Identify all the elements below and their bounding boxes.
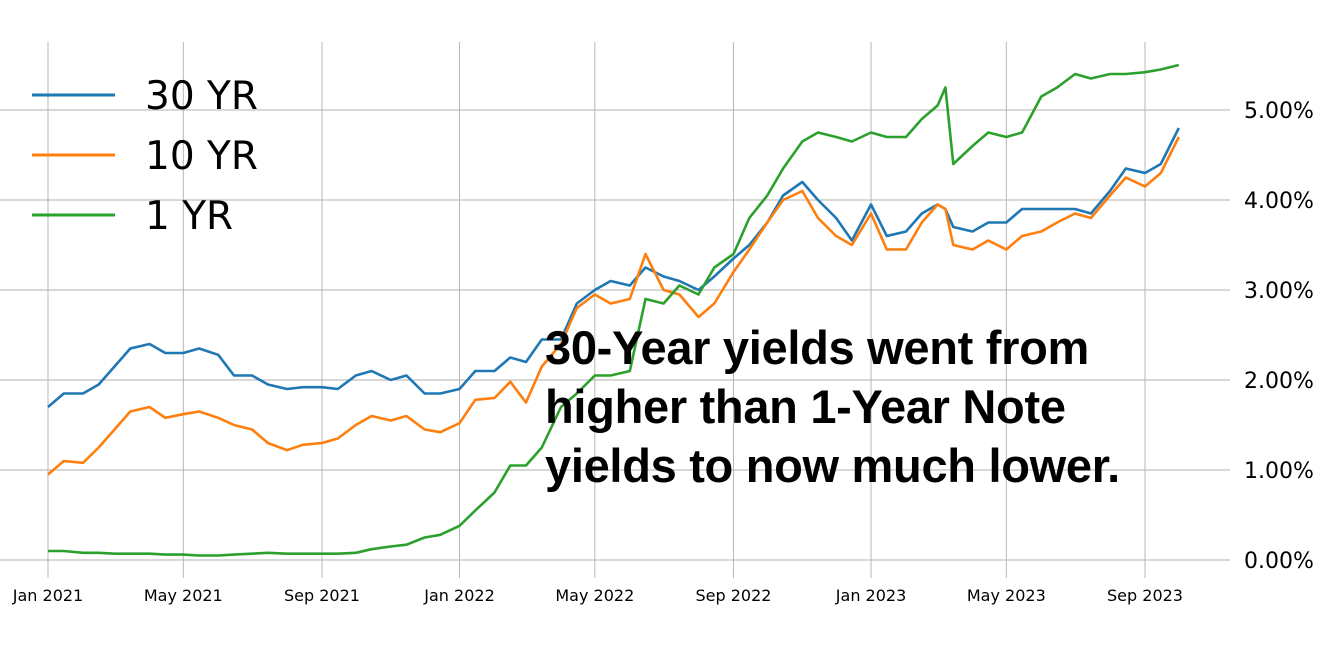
series-line-10-yr [47,136,1180,476]
series-line-1-yr [48,63,1180,557]
annotation-text: 30-Year yields went from higher than 1-Ye… [545,318,1120,495]
y-tick-label: 3.00% [1244,279,1314,304]
x-tick-label: Sep 2021 [284,586,360,605]
annotation-line-3: yields to now much lower. [545,439,1120,492]
x-tick-label: Jan 2023 [835,586,906,605]
legend-label: 30 YR [145,74,258,119]
legend: 30 YR 10 YR 1 YR [32,74,258,239]
x-tick-label: Jan 2022 [423,586,494,605]
annotation-line-1: 30-Year yields went from [545,321,1089,374]
series-lines [47,63,1180,557]
y-tick-label: 5.00% [1244,99,1314,124]
y-tick-label: 0.00% [1244,549,1314,574]
grid [0,42,1230,578]
x-tick-label: Sep 2023 [1107,586,1183,605]
x-tick-label: May 2021 [144,586,223,605]
series-line-30-yr [47,127,1180,408]
y-axis-tick-labels: 0.00% 1.00% 2.00% 3.00% 4.00% 5.00% [1244,99,1314,574]
legend-label: 1 YR [145,194,233,239]
legend-label: 10 YR [145,134,258,179]
x-tick-label: Sep 2022 [695,586,771,605]
annotation-line-2: higher than 1-Year Note [545,380,1066,433]
x-tick-label: Jan 2021 [12,586,83,605]
y-tick-label: 1.00% [1244,459,1314,484]
y-tick-label: 4.00% [1244,189,1314,214]
x-axis-tick-labels: Jan 2021 May 2021 Sep 2021 Jan 2022 May 2022… [12,586,1183,605]
x-tick-label: May 2022 [555,586,634,605]
y-tick-label: 2.00% [1244,369,1314,394]
x-tick-label: May 2023 [967,586,1046,605]
